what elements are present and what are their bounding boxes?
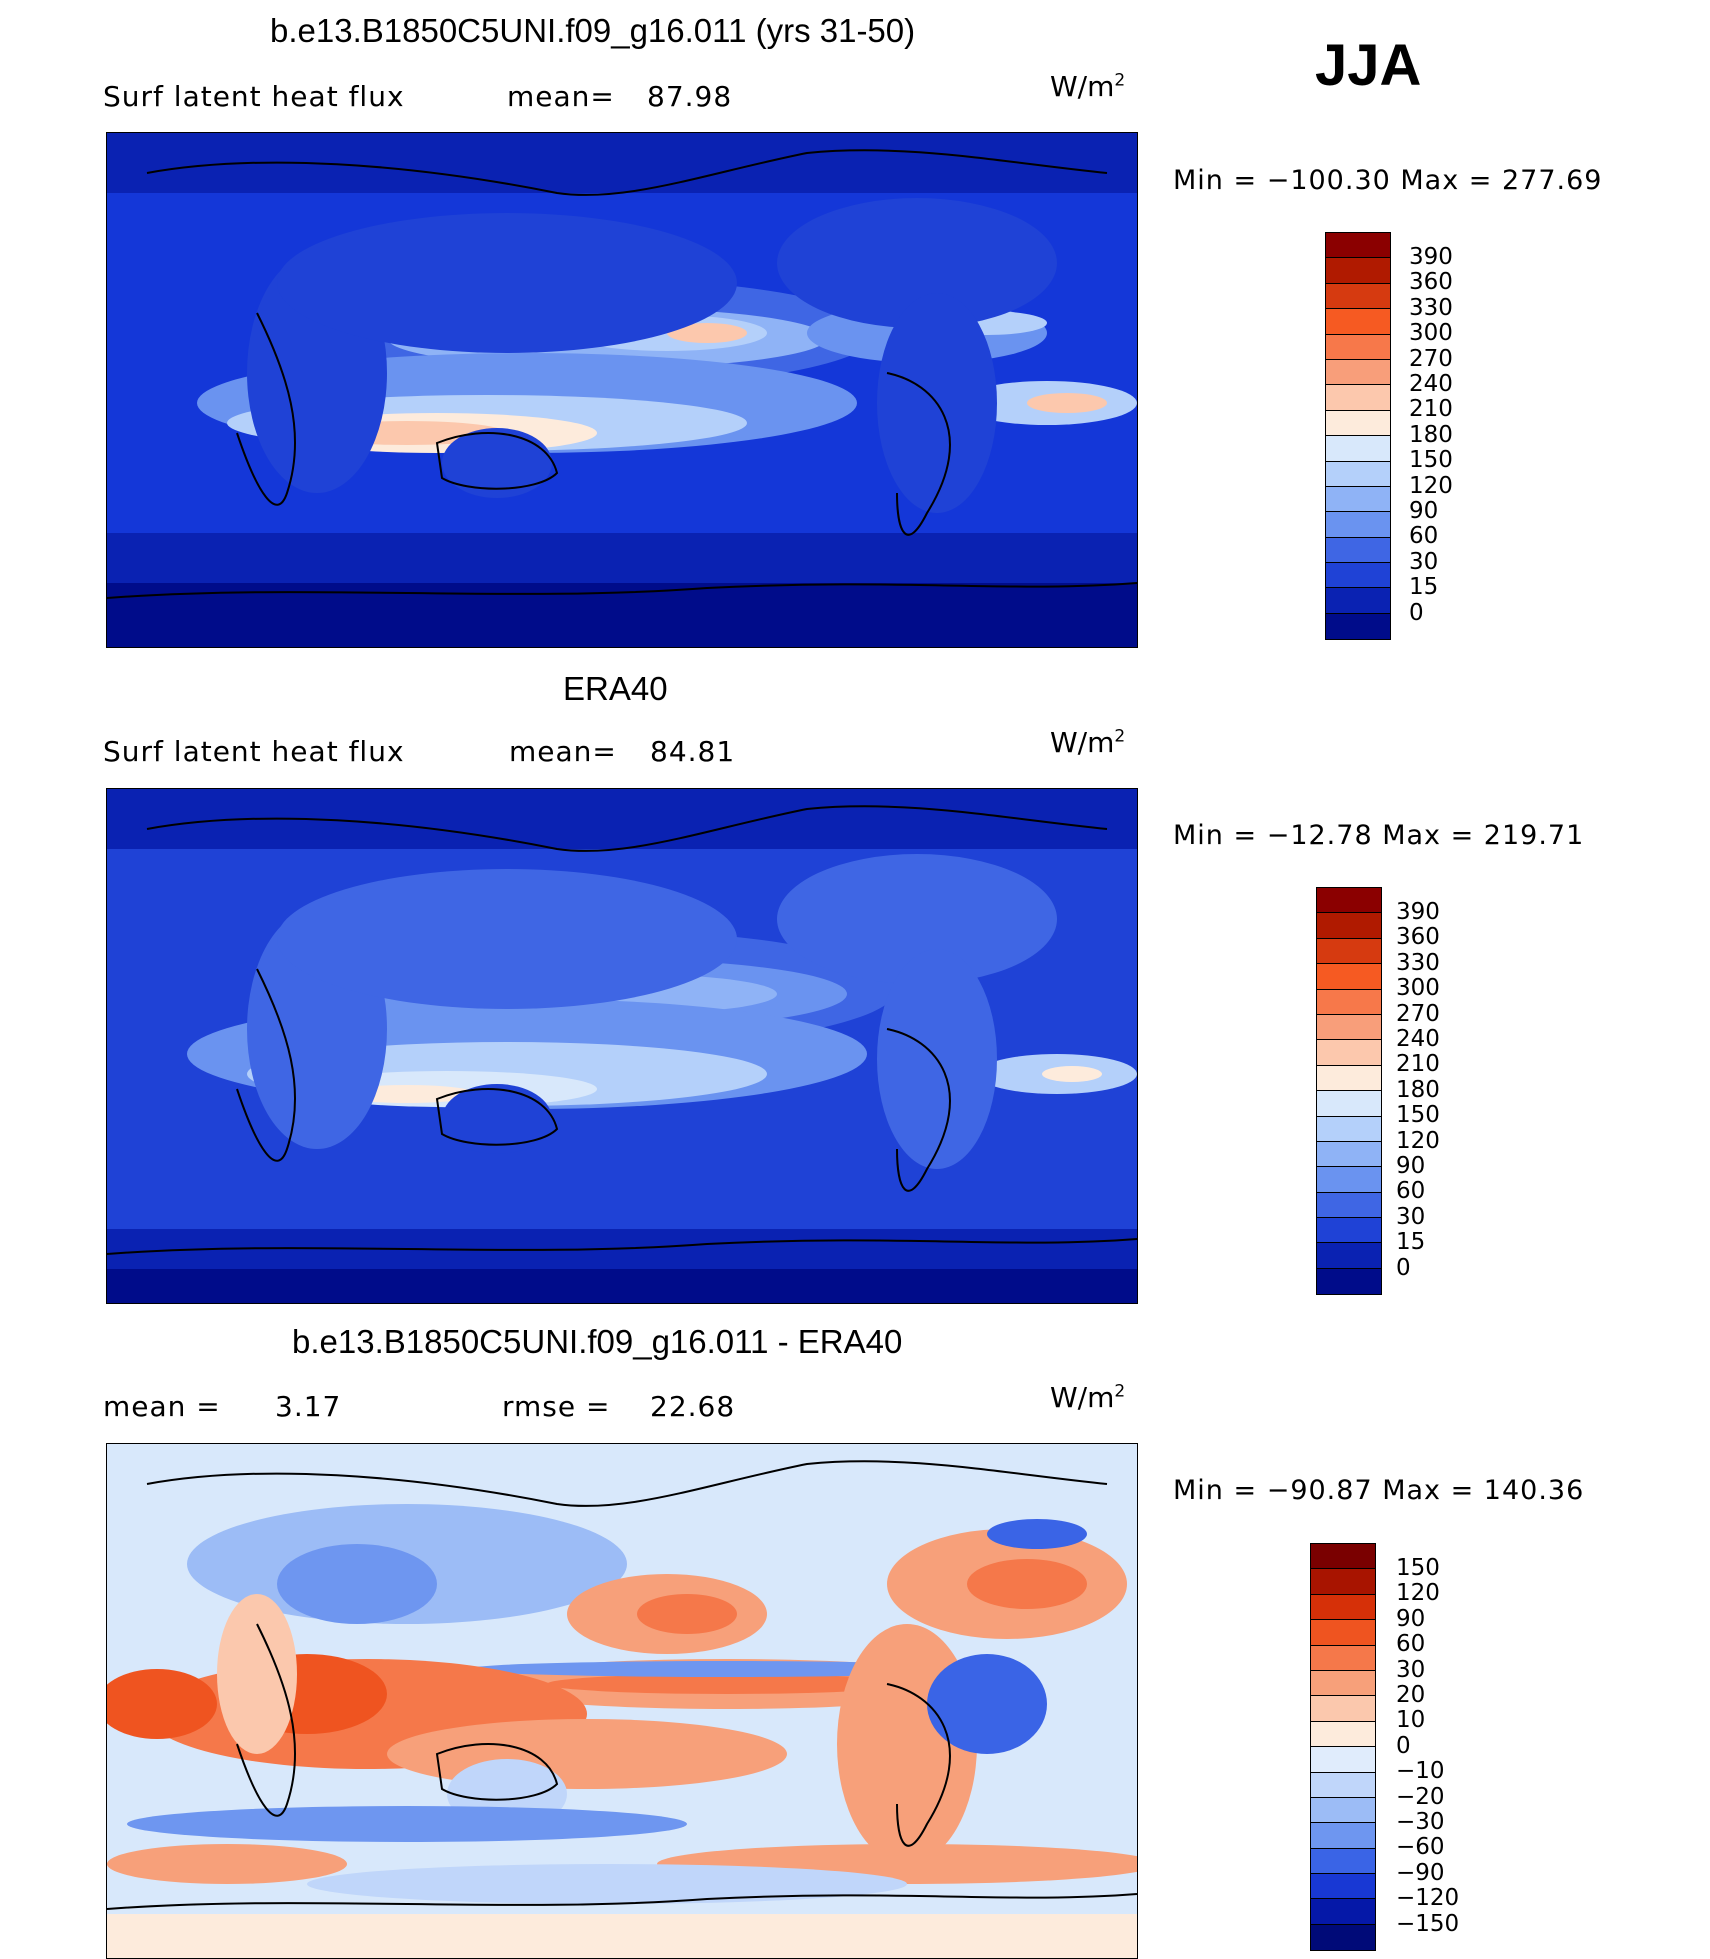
cbar-label: 30 [1396, 1656, 1426, 1683]
cbar-label: 10 [1396, 1707, 1426, 1734]
cbar-label: 15 [1396, 1229, 1426, 1256]
cbar-label: −10 [1396, 1758, 1445, 1785]
cbar-label: −90 [1396, 1859, 1445, 1886]
panel3-title: b.e13.B1850C5UNI.f09_g16.011 - ERA40 [292, 1323, 903, 1360]
cbar-label: 150 [1409, 447, 1453, 474]
panel2-units: W/m2 [1050, 726, 1126, 759]
cbar-label: 210 [1396, 1051, 1440, 1078]
cbar-label: 0 [1409, 599, 1424, 626]
panel2-mean-label: mean= [509, 735, 617, 768]
panel3-mean-value: 3.17 [275, 1390, 342, 1423]
cbar-label: 270 [1396, 1000, 1440, 1027]
panel1-mean-value: 87.98 [647, 80, 733, 113]
cbar-label: −150 [1396, 1910, 1460, 1937]
cbar-label: 270 [1409, 345, 1453, 372]
cbar-label: 300 [1409, 320, 1453, 347]
panel1-minmax: Min = −100.30 Max = 277.69 [1173, 165, 1603, 196]
panel3-map [106, 1443, 1138, 1959]
cbar-label: 150 [1396, 1102, 1440, 1129]
panel2-colorbar [1316, 887, 1382, 1295]
panel2-colorbar-labels: 390 360 330 300 270 240 210 180 150 120 … [1396, 899, 1440, 1281]
panel2-minmax: Min = −12.78 Max = 219.71 [1173, 820, 1585, 851]
cbar-label: −60 [1396, 1834, 1445, 1861]
season-label: JJA [1315, 33, 1422, 98]
cbar-label: 30 [1396, 1203, 1426, 1230]
panel3-rmse-label: rmse = [502, 1390, 611, 1423]
cbar-label: −120 [1396, 1885, 1460, 1912]
cbar-label: 30 [1409, 548, 1439, 575]
cbar-label: 180 [1396, 1076, 1440, 1103]
cbar-label: 330 [1396, 949, 1440, 976]
panel1-units: W/m2 [1050, 70, 1126, 103]
cbar-label: 120 [1409, 472, 1453, 499]
cbar-label: 60 [1409, 523, 1439, 550]
panel3-minmax: Min = −90.87 Max = 140.36 [1173, 1475, 1585, 1506]
cbar-label: 90 [1396, 1153, 1426, 1180]
cbar-label: 180 [1409, 421, 1453, 448]
panel1-colorbar [1325, 232, 1391, 640]
cbar-label: 0 [1396, 1732, 1411, 1759]
cbar-label: 390 [1396, 899, 1440, 925]
cbar-label: 210 [1409, 396, 1453, 423]
cbar-label: 360 [1396, 924, 1440, 951]
cbar-label: 300 [1396, 975, 1440, 1002]
panel2-title: ERA40 [563, 670, 668, 707]
panel1-mean-label: mean= [507, 80, 615, 113]
panel3-units: W/m2 [1050, 1381, 1126, 1414]
cbar-label: 60 [1396, 1178, 1426, 1205]
cbar-label: 240 [1409, 371, 1453, 398]
cbar-label: 120 [1396, 1127, 1440, 1154]
cbar-label: 120 [1396, 1580, 1440, 1607]
cbar-label: −20 [1396, 1783, 1445, 1810]
cbar-label: 240 [1396, 1026, 1440, 1053]
cbar-label: 360 [1409, 269, 1453, 296]
panel3-mean-label: mean = [103, 1390, 221, 1423]
panel2-variable: Surf latent heat flux [103, 735, 405, 768]
panel2-map [106, 788, 1138, 1304]
panel1-colorbar-labels: 390 360 330 300 270 240 210 180 150 120 … [1409, 244, 1453, 626]
cbar-label: 390 [1409, 244, 1453, 270]
cbar-label: −30 [1396, 1809, 1445, 1836]
panel1-title: b.e13.B1850C5UNI.f09_g16.011 (yrs 31-50) [270, 12, 916, 49]
panel3-colorbar-labels: 150 120 90 60 30 20 10 0 −10 −20 −30 −60… [1396, 1555, 1460, 1937]
cbar-label: 330 [1409, 294, 1453, 321]
cbar-label: 20 [1396, 1682, 1426, 1709]
cbar-label: 150 [1396, 1555, 1440, 1581]
cbar-label: 90 [1409, 498, 1439, 525]
cbar-label: 90 [1396, 1605, 1426, 1632]
cbar-label: 60 [1396, 1631, 1426, 1658]
panel1-variable: Surf latent heat flux [103, 80, 405, 113]
panel3-colorbar [1310, 1543, 1376, 1951]
panel3-rmse-value: 22.68 [650, 1390, 736, 1423]
panel1-map [106, 132, 1138, 648]
cbar-label: 0 [1396, 1254, 1411, 1281]
panel2-mean-value: 84.81 [650, 735, 736, 768]
cbar-label: 15 [1409, 574, 1439, 601]
